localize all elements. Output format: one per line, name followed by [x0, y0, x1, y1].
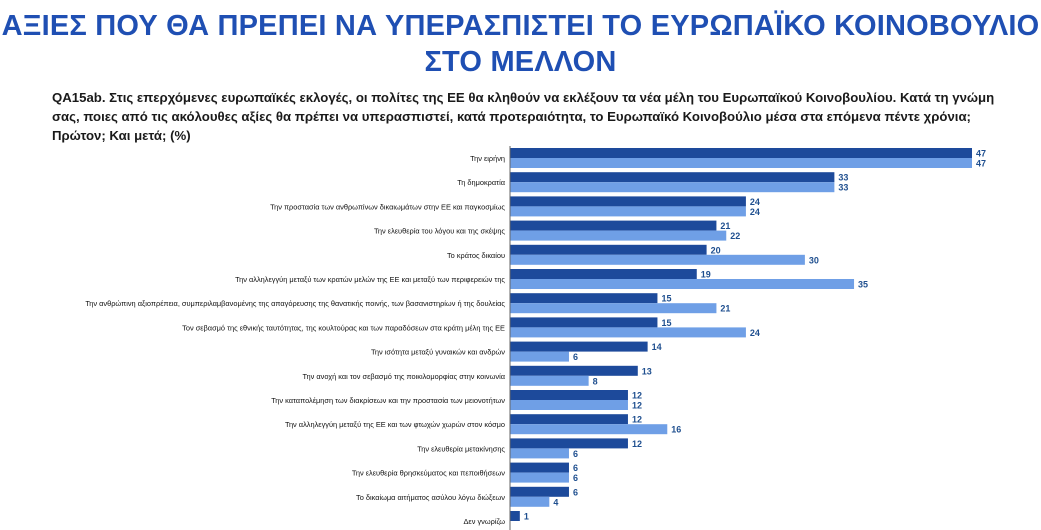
data-label: 12	[632, 415, 642, 425]
category-label: Την ισότητα μεταξύ γυναικών και ανδρών	[371, 348, 505, 357]
data-label: 24	[750, 328, 760, 338]
data-label: 21	[720, 221, 730, 231]
category-label: Την αλληλεγγύη μεταξύ των κρατών μελών τ…	[235, 275, 505, 284]
data-label: 35	[858, 280, 868, 290]
category-label: Την ελευθερία θρησκεύματος και πεποιθήσε…	[352, 469, 505, 478]
bar-series-2	[510, 400, 628, 410]
bar-series-2	[510, 472, 569, 483]
category-label: Την ελευθερία μετακίνησης	[417, 444, 505, 453]
data-label: 47	[976, 149, 986, 159]
bar-series-1	[510, 269, 697, 279]
bar-series-2	[510, 327, 746, 338]
bar-series-1	[510, 438, 628, 449]
bar-series-1	[510, 317, 658, 328]
bar-series-1	[510, 390, 628, 400]
bar-series-1	[510, 486, 569, 497]
data-label: 6	[573, 463, 578, 473]
data-label: 21	[720, 304, 730, 314]
bar-series-2	[510, 206, 746, 217]
category-label: Την προστασία των ανθρωπίνων δικαιωμάτων…	[270, 202, 505, 211]
bar-series-2	[510, 496, 550, 507]
data-label: 16	[671, 425, 681, 435]
bar-series-1	[510, 462, 569, 473]
data-label: 4	[553, 497, 558, 507]
bar-series-2	[510, 279, 855, 289]
bar-series-2	[510, 254, 805, 265]
data-label: 12	[632, 391, 642, 401]
category-label: Δεν γνωρίζω	[463, 517, 505, 526]
data-label: 24	[750, 207, 760, 217]
category-label: Την αλληλεγγύη μεταξύ της ΕΕ και των φτω…	[285, 420, 505, 429]
data-label: 12	[632, 439, 642, 449]
bar-series-2	[510, 351, 569, 362]
data-label: 1	[524, 512, 529, 522]
bar-series-1	[510, 511, 520, 521]
data-label: 6	[573, 352, 578, 362]
data-label: 14	[652, 342, 662, 352]
bar-series-1	[510, 293, 658, 304]
bar-series-2	[510, 375, 589, 386]
bar-series-1	[510, 172, 835, 183]
bar-series-2	[510, 182, 835, 193]
category-label: Τη δημοκρατία	[457, 178, 505, 187]
category-label: Την ανθρώπινη αξιοπρέπεια, συμπεριλαμβαν…	[85, 299, 505, 308]
category-label: Την καταπολέμηση των διακρίσεων και την …	[271, 396, 505, 405]
category-label: Το κράτος δικαίου	[447, 251, 505, 260]
bar-series-2	[510, 158, 972, 168]
bar-series-1	[510, 244, 707, 255]
data-label: 15	[661, 294, 671, 304]
data-label: 8	[593, 376, 598, 386]
category-label: Τον σεβασμό της εθνικής ταυτότητας, της …	[182, 323, 505, 332]
data-label: 6	[573, 487, 578, 497]
data-label: 6	[573, 449, 578, 459]
data-label: 12	[632, 401, 642, 411]
bar-series-1	[510, 341, 648, 352]
data-label: 15	[661, 318, 671, 328]
category-label: Την ανοχή και τον σεβασμό της ποικιλομορ…	[303, 372, 506, 381]
data-label: 30	[809, 255, 819, 265]
data-label: 19	[701, 270, 711, 280]
bar-series-1	[510, 414, 628, 425]
data-label: 6	[573, 473, 578, 483]
bar-series-1	[510, 365, 638, 376]
category-label: Το δικαίωμα αιτήματος ασύλου λόγω διώξεω…	[356, 493, 505, 502]
data-label: 13	[642, 366, 652, 376]
chart-title: ΑΞΙΕΣ ΠΟΥ ΘΑ ΠΡΕΠΕΙ ΝΑ ΥΠΕΡΑΣΠΙΣΤΕΙ ΤΟ Ε…	[1, 10, 1040, 78]
data-label: 24	[750, 197, 760, 207]
category-label: Την ειρήνη	[470, 154, 505, 163]
bar-series-2	[510, 448, 569, 459]
data-label: 20	[711, 245, 721, 255]
question-text: QA15ab. Στις επερχόμενες ευρωπαϊκές εκλο…	[52, 90, 995, 143]
bar-series-2	[510, 230, 727, 241]
data-label: 33	[838, 183, 848, 193]
bar-series-2	[510, 303, 717, 314]
bar-series-1	[510, 148, 972, 158]
bar-series-2	[510, 424, 668, 435]
data-label: 33	[838, 173, 848, 183]
data-label: 22	[730, 231, 740, 241]
bar-series-1	[510, 196, 746, 207]
data-label: 47	[976, 159, 986, 169]
category-label: Την ελευθερία του λόγου και της σκέψης	[374, 227, 505, 236]
bar-series-1	[510, 220, 717, 231]
